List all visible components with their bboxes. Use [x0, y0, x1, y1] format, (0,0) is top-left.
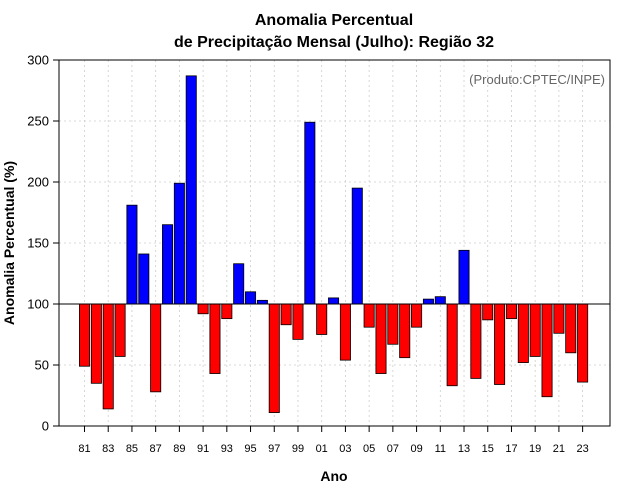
y-tick-label: 200 [27, 175, 49, 190]
chart-title: Anomalia Percentual [255, 12, 413, 29]
bar-04 [351, 187, 363, 305]
x-tick-label: 81 [78, 443, 90, 455]
x-tick-label: 95 [244, 443, 256, 455]
bar-09 [411, 303, 423, 328]
bar-98 [280, 303, 292, 326]
bar-22 [565, 303, 577, 354]
x-tick-label: 23 [576, 443, 588, 455]
y-tick-label: 250 [27, 114, 49, 129]
bar-89 [173, 182, 185, 305]
x-tick-label: 21 [553, 443, 565, 455]
bar-11 [434, 296, 446, 305]
bar-07 [387, 303, 399, 345]
bar-15 [482, 303, 494, 321]
y-tick-label: 50 [35, 358, 49, 373]
x-tick-label: 01 [316, 443, 328, 455]
bar-97 [268, 303, 280, 413]
bar-99 [292, 303, 304, 340]
x-tick-label: 87 [150, 443, 162, 455]
x-tick-label: 03 [339, 443, 351, 455]
bar-95 [245, 291, 257, 305]
bar-19 [529, 303, 541, 357]
bar-21 [553, 303, 565, 334]
x-tick-label: 05 [363, 443, 375, 455]
bar-90 [185, 75, 197, 305]
y-tick-label: 0 [42, 419, 49, 434]
x-tick-label: 17 [505, 443, 517, 455]
bar-20 [541, 303, 553, 398]
bar-03 [339, 303, 351, 361]
y-axis: 0 50 100 150 200 250 300 [27, 53, 59, 434]
bar-05 [363, 303, 375, 328]
bar-83 [102, 303, 114, 410]
bar-06 [375, 303, 387, 374]
bar-00 [304, 121, 316, 305]
bar-88 [162, 224, 174, 305]
grid-lines [59, 60, 610, 426]
x-tick-label: 93 [221, 443, 233, 455]
x-tick-label: 83 [102, 443, 114, 455]
bar-82 [90, 303, 102, 384]
bar-94 [233, 263, 245, 305]
bar-12 [446, 303, 458, 387]
bar-18 [517, 303, 529, 363]
bar-10 [422, 298, 434, 305]
bar-91 [197, 303, 209, 315]
x-tick-label: 09 [410, 443, 422, 455]
bar-13 [458, 249, 470, 305]
x-axis: 81 83 85 87 89 91 93 95 97 99 01 03 05 07 09 11 13 15 17 19… [78, 426, 589, 455]
x-tick-label: 89 [173, 443, 185, 455]
bar-16 [494, 303, 506, 385]
bar-85 [126, 204, 138, 305]
bars [79, 75, 589, 413]
bar-86 [138, 253, 150, 305]
x-tick-label: 91 [197, 443, 209, 455]
bar-81 [79, 303, 91, 367]
bar-14 [470, 303, 482, 379]
x-tick-label: 97 [268, 443, 280, 455]
x-tick-label: 07 [387, 443, 399, 455]
x-tick-label: 99 [292, 443, 304, 455]
x-axis-title: Ano [320, 468, 347, 484]
y-tick-label: 150 [27, 236, 49, 251]
y-tick-label: 100 [27, 297, 49, 312]
credit-label: (Produto:CPTEC/INPE) [469, 72, 605, 87]
bar-92 [209, 303, 221, 374]
bar-17 [505, 303, 517, 320]
chart-subtitle: de Precipitação Mensal (Julho): Região 3… [174, 34, 494, 51]
bar-96 [256, 299, 268, 305]
x-tick-label: 11 [435, 443, 446, 455]
y-axis-title: Anomalia Percentual (%) [1, 161, 17, 325]
x-tick-label: 85 [126, 443, 138, 455]
bar-93 [221, 303, 233, 320]
bar-08 [399, 303, 411, 359]
x-tick-label: 19 [529, 443, 541, 455]
bar-02 [328, 297, 340, 305]
x-tick-label: 13 [458, 443, 470, 455]
y-tick-label: 300 [27, 53, 49, 68]
x-tick-label: 15 [482, 443, 494, 455]
bar-87 [150, 303, 162, 393]
bar-84 [114, 303, 126, 357]
bar-01 [316, 303, 328, 335]
bar-23 [577, 303, 589, 383]
